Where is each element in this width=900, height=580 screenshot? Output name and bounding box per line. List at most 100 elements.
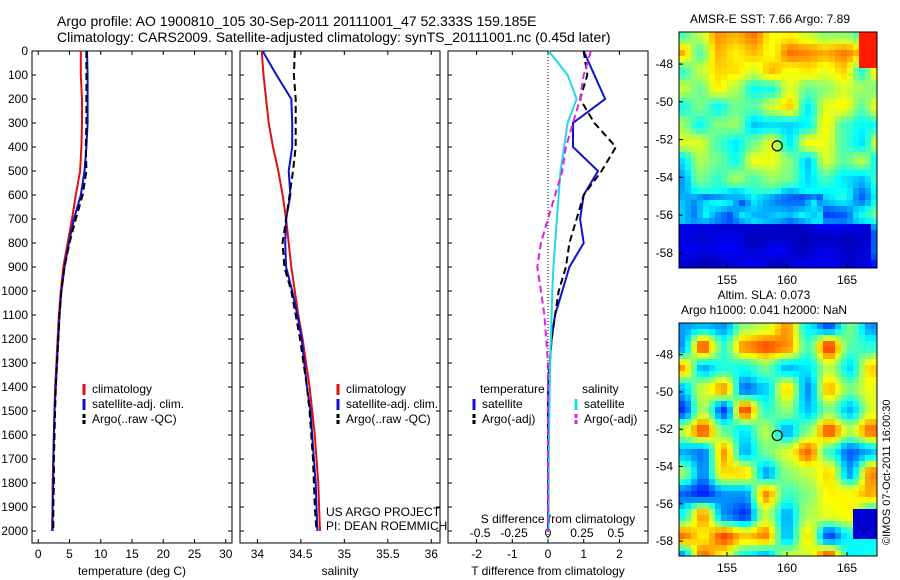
heatmap-cell	[853, 329, 859, 335]
heatmap-cell	[853, 236, 859, 242]
heatmap-cell	[817, 80, 823, 86]
heatmap-cell	[745, 140, 751, 146]
heatmap-cell	[853, 266, 859, 268]
heatmap-cell	[745, 443, 751, 449]
heatmap-cell	[709, 329, 715, 335]
heatmap-cell	[769, 527, 775, 533]
heatmap-cell	[679, 152, 685, 158]
heatmap-cell	[799, 401, 805, 407]
heatmap-cell	[739, 188, 745, 194]
heatmap-cell	[721, 176, 727, 182]
heatmap-cell	[745, 515, 751, 521]
heatmap-cell	[835, 431, 841, 437]
heatmap-cell	[871, 473, 877, 479]
heatmap-cell	[685, 377, 691, 383]
heatmap-cell	[691, 389, 697, 395]
heatmap-cell	[865, 383, 871, 389]
heatmap-cell	[859, 140, 865, 146]
heatmap-cell	[709, 176, 715, 182]
heatmap-cell	[751, 497, 757, 503]
heatmap-cell	[823, 182, 829, 188]
heatmap-cell	[715, 455, 721, 461]
heatmap-cell	[859, 92, 865, 98]
heatmap-cell	[793, 401, 799, 407]
heatmap-cell	[721, 491, 727, 497]
heatmap-cell	[727, 128, 733, 134]
heatmap-cell	[685, 32, 691, 38]
heatmap-cell	[685, 176, 691, 182]
heatmap-cell	[775, 92, 781, 98]
heatmap-cell	[841, 182, 847, 188]
heatmap-cell	[703, 182, 709, 188]
heatmap-cell	[751, 170, 757, 176]
heatmap-cell	[757, 200, 763, 206]
heatmap-cell	[853, 389, 859, 395]
heatmap-cell	[787, 110, 793, 116]
map-title: Altim. SLA: 0.073	[718, 288, 811, 302]
heatmap-cell	[823, 431, 829, 437]
heatmap-cell	[721, 431, 727, 437]
heatmap-cell	[817, 176, 823, 182]
heatmap-cell	[685, 230, 691, 236]
heatmap-cell	[769, 419, 775, 425]
heatmap-cell	[769, 248, 775, 254]
heatmap-cell	[685, 140, 691, 146]
heatmap-cell	[805, 437, 811, 443]
heatmap-cell	[733, 443, 739, 449]
heatmap-cell	[757, 224, 763, 230]
heatmap-cell	[805, 359, 811, 365]
heatmap-cell	[739, 62, 745, 68]
heatmap-cell	[733, 485, 739, 491]
heatmap-cell	[787, 74, 793, 80]
heatmap-cell	[799, 431, 805, 437]
heatmap-cell	[697, 329, 703, 335]
heatmap-cell	[733, 479, 739, 485]
heatmap-cell	[685, 260, 691, 266]
heatmap-cell	[745, 128, 751, 134]
heatmap-cell	[697, 461, 703, 467]
heatmap-cell	[697, 509, 703, 515]
heatmap-cell	[829, 437, 835, 443]
heatmap-cell	[841, 521, 847, 527]
heatmap-cell	[727, 86, 733, 92]
heatmap-cell	[757, 188, 763, 194]
heatmap-cell	[793, 62, 799, 68]
heatmap-cell	[799, 455, 805, 461]
heatmap-cell	[805, 158, 811, 164]
heatmap-cell	[823, 68, 829, 74]
heatmap-cell	[775, 128, 781, 134]
heatmap-cell	[709, 80, 715, 86]
heatmap-cell	[787, 389, 793, 395]
heatmap-cell	[859, 230, 865, 236]
heatmap-cell	[685, 503, 691, 509]
heatmap-cell	[835, 206, 841, 212]
heatmap-cell	[853, 194, 859, 200]
heatmap-cell	[775, 200, 781, 206]
heatmap-cell	[763, 491, 769, 497]
header-line-2: Climatology: CARS2009. Satellite-adjuste…	[57, 29, 611, 45]
series-line-argo-raw-qc-	[281, 50, 318, 532]
heatmap-cell	[691, 473, 697, 479]
heatmap-cell	[697, 323, 703, 329]
heatmap-cell	[697, 413, 703, 419]
heatmap-cell	[739, 236, 745, 242]
heatmap-cell	[697, 188, 703, 194]
map-frame	[678, 31, 878, 269]
x-tick-label: 0	[545, 547, 552, 561]
heatmap-cell	[733, 254, 739, 260]
heatmap-cell	[709, 242, 715, 248]
legend-entry: satellite-adj. clim.	[92, 397, 184, 411]
heatmap-cell	[835, 341, 841, 347]
heatmap-cell	[835, 194, 841, 200]
heatmap-cell	[871, 443, 877, 449]
heatmap-cell	[721, 212, 727, 218]
heatmap-cell	[853, 431, 859, 437]
heatmap-cell	[871, 266, 877, 268]
y-tick-label: -52	[656, 133, 674, 147]
heatmap-cell	[811, 449, 817, 455]
heatmap-cell	[853, 545, 859, 551]
heatmap-cell	[721, 50, 727, 56]
heatmap-cell	[865, 128, 871, 134]
heatmap-cell	[733, 329, 739, 335]
